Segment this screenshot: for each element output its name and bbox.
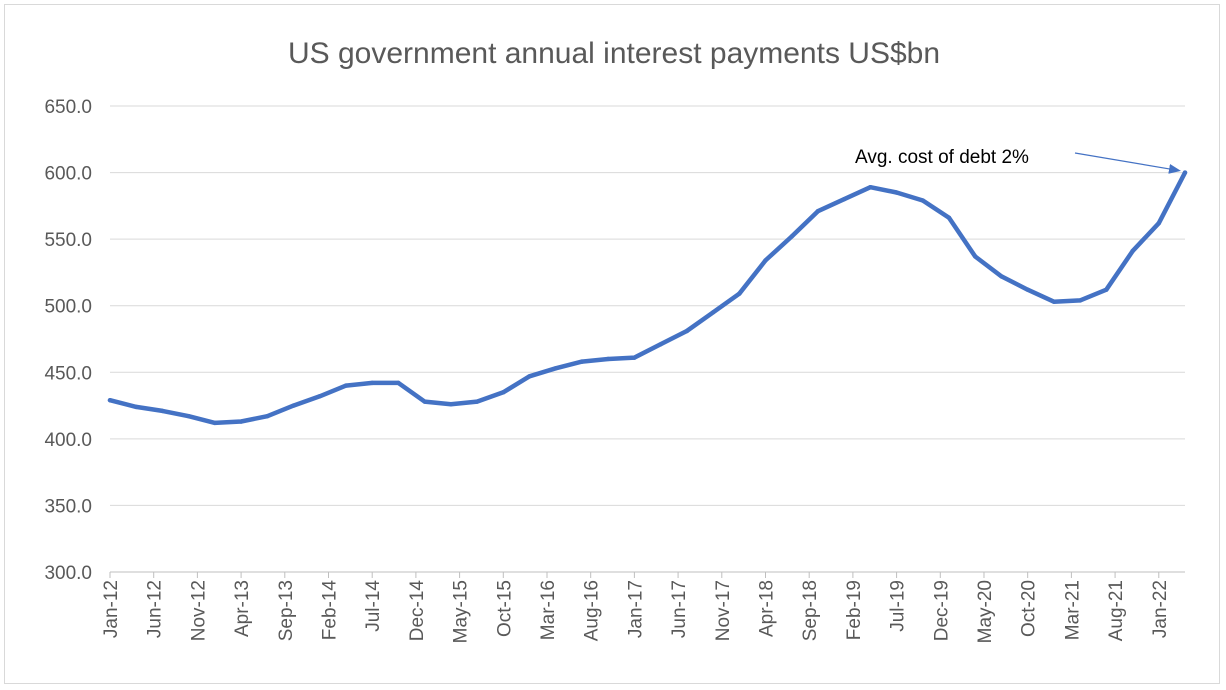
data-point xyxy=(1156,220,1161,226)
x-tick-label: Feb-19 xyxy=(844,580,865,640)
data-point xyxy=(841,197,847,202)
x-tick-label: Nov-17 xyxy=(713,580,734,641)
series-points xyxy=(107,170,1188,426)
x-tick-label: Jan-17 xyxy=(625,580,646,638)
series-line-interest-payments xyxy=(107,170,1188,426)
x-tick-label: Aug-16 xyxy=(582,580,603,641)
data-point xyxy=(422,399,427,404)
annotation-arrow xyxy=(1074,152,1181,174)
x-tick-label: Apr-13 xyxy=(232,580,253,637)
data-point xyxy=(474,399,480,404)
x-tick-label: Jul-14 xyxy=(363,580,384,632)
data-point xyxy=(1130,248,1135,254)
y-tick-label: 500.0 xyxy=(44,297,92,318)
data-point xyxy=(684,328,690,334)
x-tick-label: Jun-12 xyxy=(145,580,166,638)
chart-title: US government annual interest payments U… xyxy=(288,37,940,70)
data-point xyxy=(186,414,191,419)
y-axis-tick-labels: 300.0 350.0 400.0 450.0 500.0 550.0 600.0 650.0 xyxy=(44,97,92,584)
x-tick-label: Jan-22 xyxy=(1150,580,1171,638)
data-point xyxy=(605,356,611,362)
data-point xyxy=(868,185,873,190)
x-tick-label: Mar-21 xyxy=(1062,580,1083,640)
data-point xyxy=(1025,287,1030,292)
x-tick-label: Aug-21 xyxy=(1106,580,1127,641)
data-point xyxy=(632,355,637,360)
data-point xyxy=(369,380,375,386)
data-point xyxy=(579,359,585,364)
chart-frame: US government annual interest payments U… xyxy=(4,4,1220,684)
data-point xyxy=(1051,299,1057,304)
x-tick-label: Mar-16 xyxy=(538,580,559,640)
y-tick-label: 450.0 xyxy=(44,363,92,384)
annotation-label: Avg. cost of debt 2% xyxy=(855,147,1029,168)
data-point xyxy=(265,414,270,419)
data-point xyxy=(737,291,742,296)
x-tick-label: Nov-12 xyxy=(188,580,209,641)
y-tick-label: 400.0 xyxy=(44,430,92,451)
data-point xyxy=(1077,298,1083,303)
data-point xyxy=(396,380,401,386)
y-tick-label: 550.0 xyxy=(44,230,92,251)
data-point xyxy=(658,342,663,347)
data-point xyxy=(815,208,821,214)
x-tick-label: Dec-14 xyxy=(407,580,428,642)
x-tick-label: Sep-18 xyxy=(800,580,821,641)
x-axis-tick-labels: Jan-12 Jun-12 Nov-12 Apr-13 Sep-13 Feb-14 Jul-… xyxy=(101,572,1171,643)
y-tick-label: 650.0 xyxy=(44,97,92,118)
x-tick-label: May-15 xyxy=(451,580,472,643)
data-point xyxy=(710,310,716,315)
x-tick-label: Oct-15 xyxy=(494,580,515,637)
data-point xyxy=(238,419,244,424)
data-point xyxy=(501,390,506,395)
x-tick-label: Feb-14 xyxy=(319,580,340,641)
data-point xyxy=(1104,287,1109,292)
data-point xyxy=(134,404,139,410)
x-tick-label: Dec-19 xyxy=(931,580,952,641)
data-point xyxy=(946,215,952,221)
x-tick-label: Apr-18 xyxy=(756,580,777,637)
data-point xyxy=(999,274,1004,279)
x-tick-label: Sep-13 xyxy=(276,580,297,641)
gridlines xyxy=(110,105,1185,573)
y-tick-label: 600.0 xyxy=(44,164,92,185)
x-tick-label: Jun-17 xyxy=(669,580,690,638)
data-point xyxy=(317,394,322,399)
y-tick-label: 300.0 xyxy=(44,563,92,584)
data-point xyxy=(107,398,113,403)
data-point xyxy=(763,258,768,263)
x-tick-label: Oct-20 xyxy=(1019,580,1040,637)
data-point xyxy=(343,383,349,388)
y-tick-label: 350.0 xyxy=(44,496,92,517)
x-tick-label: Jul-19 xyxy=(888,580,909,632)
line-chart: US government annual interest payments U… xyxy=(44,37,1188,643)
data-point xyxy=(973,254,978,259)
data-point xyxy=(448,402,454,407)
data-point xyxy=(291,403,296,408)
data-point xyxy=(920,198,926,203)
data-point xyxy=(527,374,532,379)
data-point xyxy=(553,366,558,371)
x-tick-label: Jan-12 xyxy=(101,580,122,638)
data-point xyxy=(894,190,899,195)
x-tick-label: May-20 xyxy=(975,580,996,643)
data-point xyxy=(212,420,218,426)
data-point xyxy=(1182,170,1188,175)
data-point xyxy=(160,408,165,414)
data-point xyxy=(789,234,794,239)
